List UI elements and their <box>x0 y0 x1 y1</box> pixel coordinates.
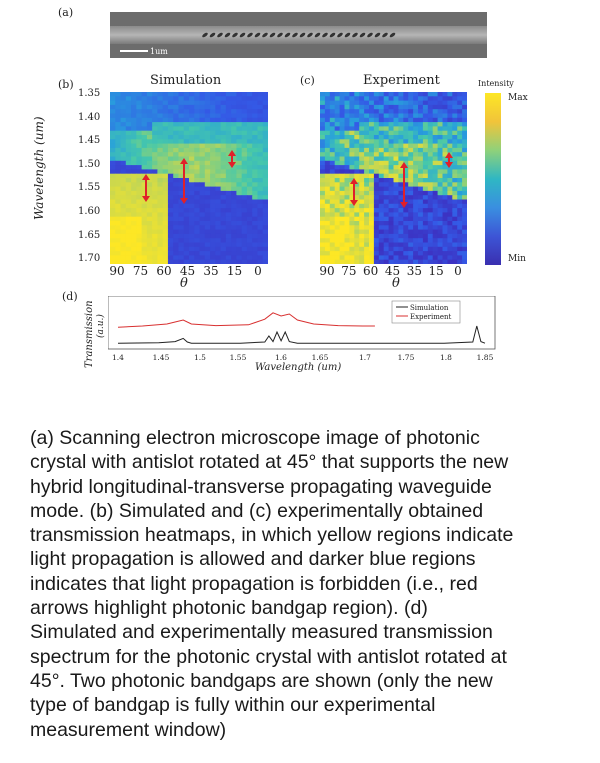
panel-c-title: Experiment <box>363 73 440 88</box>
panel-d-xlabel: Wavelength (um) <box>255 362 342 373</box>
antislot-hole <box>232 32 238 38</box>
panel-d-x-tick: 1.65 <box>311 353 329 362</box>
panel-b-x-tick: 35 <box>203 264 219 278</box>
antislot-hole <box>322 32 328 38</box>
panel-b-y-tick: 1.45 <box>78 135 101 147</box>
antislot-hole <box>284 32 291 38</box>
colorbar-min-label: Min <box>508 254 526 264</box>
antislot-hole <box>374 32 381 38</box>
antislot-hole <box>254 32 261 38</box>
panel-b-x-tick: 75 <box>132 264 149 278</box>
panel-c-x-tick: 15 <box>428 264 444 278</box>
panel-c-xlabel: θ <box>392 276 400 291</box>
antislot-hole <box>239 32 246 38</box>
colorbar-max-label: Max <box>508 93 528 103</box>
panel-b-x-tick: 60 <box>156 264 172 278</box>
bandgap-arrow <box>180 158 188 204</box>
panel-b-x-tick: 0 <box>254 264 262 278</box>
panel-b-x-tick: 90 <box>109 264 125 278</box>
antislot-hole <box>382 32 388 38</box>
panel-b-y-tick: 1.65 <box>78 229 101 241</box>
antislot-hole <box>269 32 276 38</box>
panel-b-xlabel: θ <box>180 276 188 291</box>
antislot-hole <box>359 32 366 38</box>
panel-c-x-tick: 90 <box>319 264 335 278</box>
panel-c-x-tick: 35 <box>406 264 422 278</box>
antislot-hole <box>277 32 283 38</box>
colorbar <box>485 93 501 265</box>
antislot-hole <box>262 32 268 38</box>
scalebar-label: 1um <box>150 47 168 56</box>
bandgap-arrow <box>228 150 236 168</box>
panel-d-x-tick: 1.4 <box>112 353 124 362</box>
panel-c-label: (c) <box>300 74 315 87</box>
antislot-hole <box>307 32 313 38</box>
experiment-series-line <box>117 312 375 328</box>
bandgap-arrow <box>142 174 150 202</box>
panel-d-x-tick: 1.5 <box>194 353 206 362</box>
panel-b-y-tick: 1.70 <box>78 253 101 265</box>
antislot-hole <box>202 32 208 38</box>
panel-c-x-tick: 60 <box>363 264 379 278</box>
panel-b-x-tick: 45 <box>179 264 196 278</box>
antislot-hole <box>209 32 216 38</box>
panel-d-x-tick: 1.55 <box>229 353 247 362</box>
panel-d-ylabel-line2: (a.u.) <box>96 314 106 338</box>
panel-b-y-tick: 1.35 <box>78 88 101 99</box>
antislot-hole <box>224 32 231 38</box>
antislot-hole <box>247 32 253 38</box>
panel-d-x-tick: 1.85 <box>476 353 494 362</box>
antislot-hole <box>217 32 223 38</box>
simulation-heatmap <box>110 92 268 264</box>
antislot-hole <box>314 32 321 38</box>
panel-c-x-tick: 75 <box>341 264 357 278</box>
bandgap-arrow <box>400 162 408 208</box>
bandgap-arrow <box>445 152 453 168</box>
panel-c-x-tick: 0 <box>454 264 462 278</box>
panel-d-x-tick: 1.6 <box>275 353 287 362</box>
antislot-hole <box>337 32 343 38</box>
panel-d-x-tick: 1.8 <box>440 353 452 362</box>
panel-d-x-tick: 1.75 <box>397 353 415 362</box>
panel-b-y-tick: 1.40 <box>78 111 101 123</box>
panel-d-x-tick: 1.45 <box>152 353 170 362</box>
panel-b-title: Simulation <box>150 73 222 88</box>
antislot-hole <box>292 32 298 38</box>
panel-b-ylabel: Wavelength (um) <box>32 116 46 220</box>
panel-b-label: (b) <box>58 78 74 91</box>
panel-c-x-tick: 45 <box>384 264 401 278</box>
panel-d-label: (d) <box>62 290 78 303</box>
bandgap-arrow <box>350 178 358 206</box>
panel-a-label: (a) <box>58 6 74 19</box>
panel-b-x-tick: 15 <box>226 264 243 278</box>
panel-d-ylabel-line1: Transmission <box>84 300 95 368</box>
panel-b-y-tick: 1.55 <box>78 182 101 194</box>
antislot-holes <box>202 32 396 38</box>
antislot-hole <box>344 32 351 38</box>
antislot-hole <box>389 32 396 38</box>
antislot-hole <box>367 32 373 38</box>
panel-b-y-tick: 1.50 <box>78 158 101 170</box>
legend-entry: Simulation <box>410 304 449 312</box>
sem-image: 1um <box>110 12 487 58</box>
antislot-hole <box>329 32 336 38</box>
panel-d-x-tick: 1.7 <box>359 353 371 362</box>
experiment-heatmap <box>320 92 467 264</box>
antislot-hole <box>299 32 306 38</box>
antislot-hole <box>352 32 358 38</box>
figure-caption: (a) Scanning electron microscope image o… <box>30 427 514 741</box>
colorbar-title: Intensity <box>478 79 514 88</box>
panel-b-y-tick: 1.60 <box>78 206 101 217</box>
simulation-series-line <box>117 325 486 344</box>
legend-entry: Experiment <box>410 313 452 321</box>
